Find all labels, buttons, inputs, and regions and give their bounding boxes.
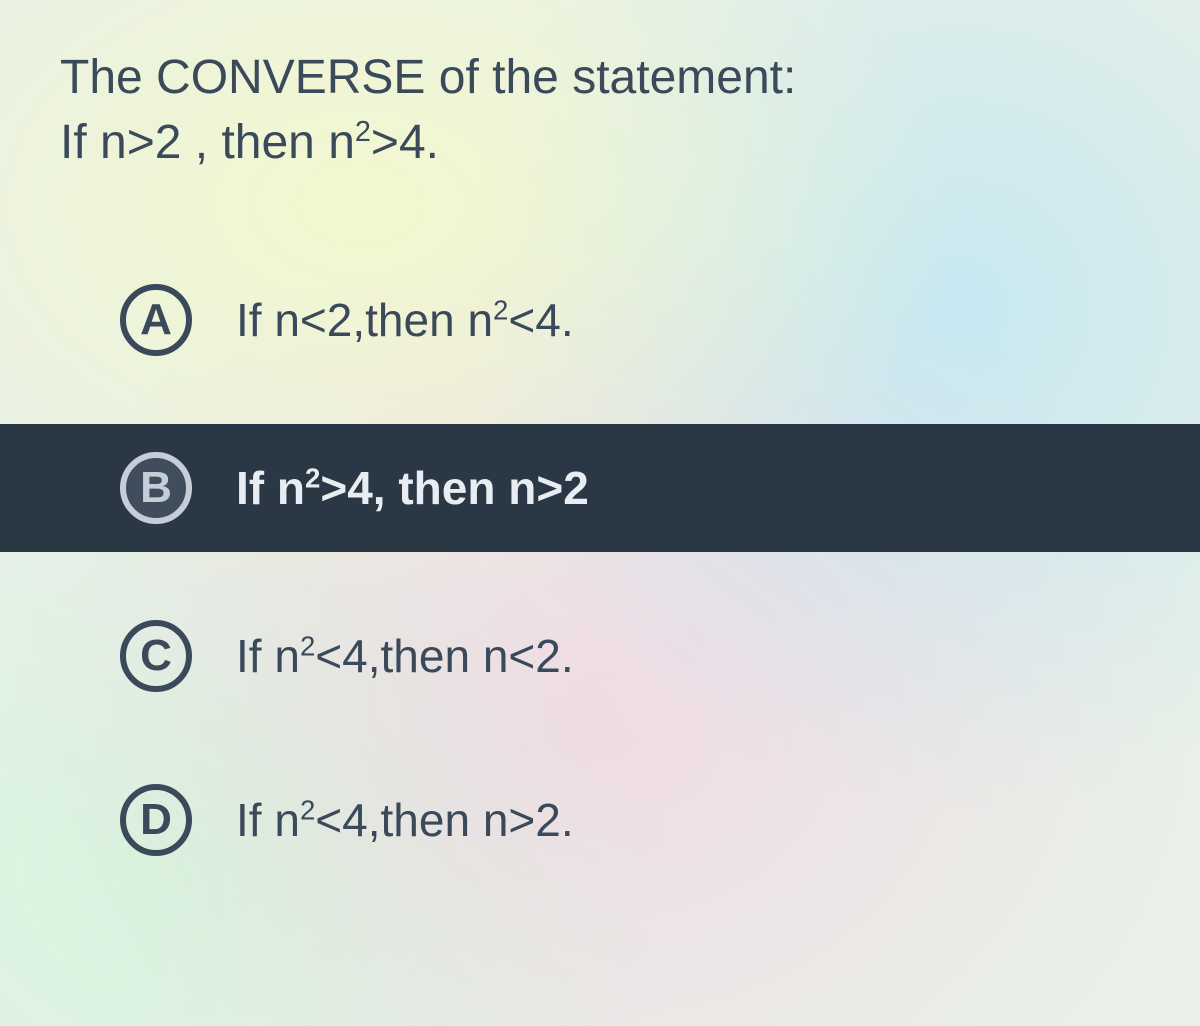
option-b-mid: >4, then n>2 xyxy=(320,462,588,514)
option-d-prefix: If n xyxy=(236,794,300,846)
option-b-superscript: 2 xyxy=(305,463,320,494)
option-a[interactable]: A If n<2,then n2<4. xyxy=(60,260,1150,380)
option-text-b: If n2>4, then n>2 xyxy=(236,461,589,515)
option-b-prefix: If n xyxy=(236,462,305,514)
option-letter-d: D xyxy=(120,784,192,856)
option-a-suffix: <4. xyxy=(508,294,573,346)
option-letter-c: C xyxy=(120,620,192,692)
option-c-mid: <4,then n<2. xyxy=(315,630,573,682)
option-text-d: If n2<4,then n>2. xyxy=(236,793,574,847)
question-block: The CONVERSE of the statement: If n>2 , … xyxy=(60,50,1150,170)
option-text-a: If n<2,then n2<4. xyxy=(236,293,574,347)
option-a-superscript: 2 xyxy=(493,295,508,326)
option-text-c: If n2<4,then n<2. xyxy=(236,629,574,683)
option-letter-b: B xyxy=(120,452,192,524)
question-line2: If n>2 , then n2>4. xyxy=(60,115,1150,170)
option-letter-a: A xyxy=(120,284,192,356)
option-d-superscript: 2 xyxy=(300,795,315,826)
option-d-mid: <4,then n>2. xyxy=(315,794,573,846)
question-line2-prefix: If n>2 , then n xyxy=(60,116,355,169)
option-b[interactable]: B If n2>4, then n>2 xyxy=(0,424,1200,552)
question-line2-suffix: >4. xyxy=(371,116,439,169)
question-superscript: 2 xyxy=(355,116,371,148)
option-d[interactable]: D If n2<4,then n>2. xyxy=(60,760,1150,880)
option-c-prefix: If n xyxy=(236,630,300,682)
option-c-superscript: 2 xyxy=(300,631,315,662)
option-c[interactable]: C If n2<4,then n<2. xyxy=(60,596,1150,716)
question-line1: The CONVERSE of the statement: xyxy=(60,50,1150,105)
option-a-prefix: If n<2,then n xyxy=(236,294,493,346)
